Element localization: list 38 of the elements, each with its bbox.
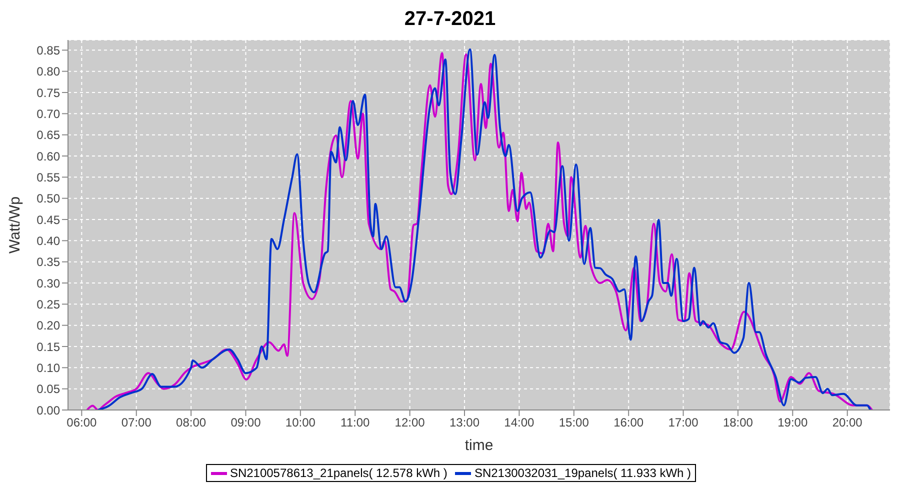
y-tick-label: 0.85 bbox=[36, 43, 60, 58]
y-tick-label: 0.05 bbox=[36, 382, 60, 396]
y-tick-label: 0.50 bbox=[36, 192, 60, 206]
x-tick-label: 12:00 bbox=[394, 416, 426, 430]
y-axis-title: Watt/Wp bbox=[6, 196, 24, 254]
x-tick-label: 06:00 bbox=[66, 416, 98, 430]
y-tick-label: 0.70 bbox=[36, 106, 60, 121]
y-tick-label: 0.60 bbox=[36, 149, 60, 164]
x-tick-label: 13:00 bbox=[449, 416, 480, 430]
y-tick-label: 0.10 bbox=[36, 360, 60, 375]
chart-title: 27-7-2021 bbox=[403, 8, 497, 32]
y-tick-label: 0.45 bbox=[36, 212, 60, 227]
x-tick-label: 14:00 bbox=[504, 416, 535, 430]
legend-label: SN2130032031_19panels( 11.933 kWh ) bbox=[473, 466, 692, 480]
x-tick-label: 19:00 bbox=[778, 416, 808, 430]
y-tick-label: 0.75 bbox=[36, 86, 60, 100]
x-tick-label: 10:00 bbox=[285, 416, 316, 430]
y-tick-label: 0.25 bbox=[36, 297, 60, 312]
y-tick-label: 0.65 bbox=[36, 128, 60, 142]
x-tick-label: 08:00 bbox=[176, 416, 206, 430]
x-tick-label: 20:00 bbox=[832, 416, 863, 430]
x-axis-title: time bbox=[464, 437, 494, 454]
legend-label: SN2100578613_21panels( 12.578 kWh ) bbox=[228, 466, 448, 480]
x-tick-label: 15:00 bbox=[558, 416, 590, 430]
y-tick-label: 0.30 bbox=[36, 276, 60, 290]
y-tick-label: 0.40 bbox=[36, 234, 60, 248]
y-tick-label: 0.35 bbox=[36, 255, 60, 270]
y-tick-label: 0.20 bbox=[36, 318, 60, 333]
x-tick-label: 18:00 bbox=[722, 416, 754, 430]
x-tick-label: 07:00 bbox=[121, 416, 152, 430]
x-tick-label: 09:00 bbox=[230, 416, 262, 430]
y-tick-label: 0.00 bbox=[36, 403, 60, 418]
y-tick-label: 0.80 bbox=[36, 64, 60, 79]
y-tick-label: 0.55 bbox=[36, 170, 60, 184]
x-tick-label: 11:00 bbox=[340, 416, 370, 430]
y-tick-label: 0.15 bbox=[36, 340, 60, 354]
x-tick-label: 16:00 bbox=[614, 416, 644, 430]
x-tick-label: 17:00 bbox=[668, 416, 699, 430]
